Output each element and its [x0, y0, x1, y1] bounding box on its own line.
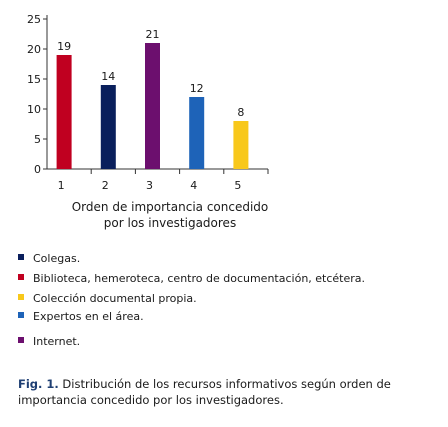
legend-swatch — [18, 254, 24, 260]
legend-swatch — [18, 294, 24, 300]
caption-text: Distribución de los recursos informativo… — [18, 377, 391, 407]
legend-item: Colegas. — [18, 252, 80, 268]
x-tick-label: 3 — [146, 179, 153, 192]
y-tick-label: 5 — [34, 133, 41, 146]
bar — [100, 85, 116, 169]
legend-item: Colección documental propia. — [18, 292, 197, 308]
legend-item: Expertos en el área. — [18, 310, 144, 326]
y-tick-label: 25 — [27, 13, 41, 26]
bar — [233, 121, 249, 169]
legend-label: Colegas. — [33, 252, 81, 265]
chart-bars: 19 14 21 12 8 — [56, 28, 249, 169]
legend-swatch — [18, 274, 24, 280]
x-axis-label: Orden de importancia concedido por los i… — [71, 200, 269, 230]
figure-label: Fig. 1. — [18, 377, 59, 391]
bar — [189, 97, 205, 169]
bar — [56, 55, 72, 169]
figure-caption: Fig. 1. Distribución de los recursos inf… — [18, 376, 443, 408]
bar-value-label: 19 — [57, 40, 71, 53]
bar-value-label: 21 — [146, 28, 160, 41]
y-tick-label: 0 — [34, 163, 41, 176]
bar-value-label: 8 — [237, 106, 244, 119]
legend-label: Expertos en el área. — [33, 310, 144, 323]
y-tick-label: 10 — [27, 103, 41, 116]
y-tick-label: 20 — [27, 43, 41, 56]
legend-label: Colección documental propia. — [33, 292, 197, 305]
x-tick-label: 2 — [102, 179, 109, 192]
bar-value-label: 14 — [101, 70, 115, 83]
x-tick-label: 5 — [234, 179, 241, 192]
legend-swatch — [18, 337, 24, 343]
x-tick-label: 4 — [190, 179, 197, 192]
bar — [145, 43, 160, 169]
legend-label: Internet. — [33, 335, 81, 348]
y-tick-label: 15 — [27, 73, 41, 86]
legend-swatch — [18, 312, 24, 318]
legend-item: Internet. — [18, 335, 80, 351]
legend-label: Biblioteca, hemeroteca, centro de docume… — [33, 272, 366, 285]
bar-value-label: 12 — [190, 82, 204, 95]
legend-item: Biblioteca, hemeroteca, centro de docume… — [18, 272, 365, 288]
x-tick-label: 1 — [58, 179, 65, 192]
